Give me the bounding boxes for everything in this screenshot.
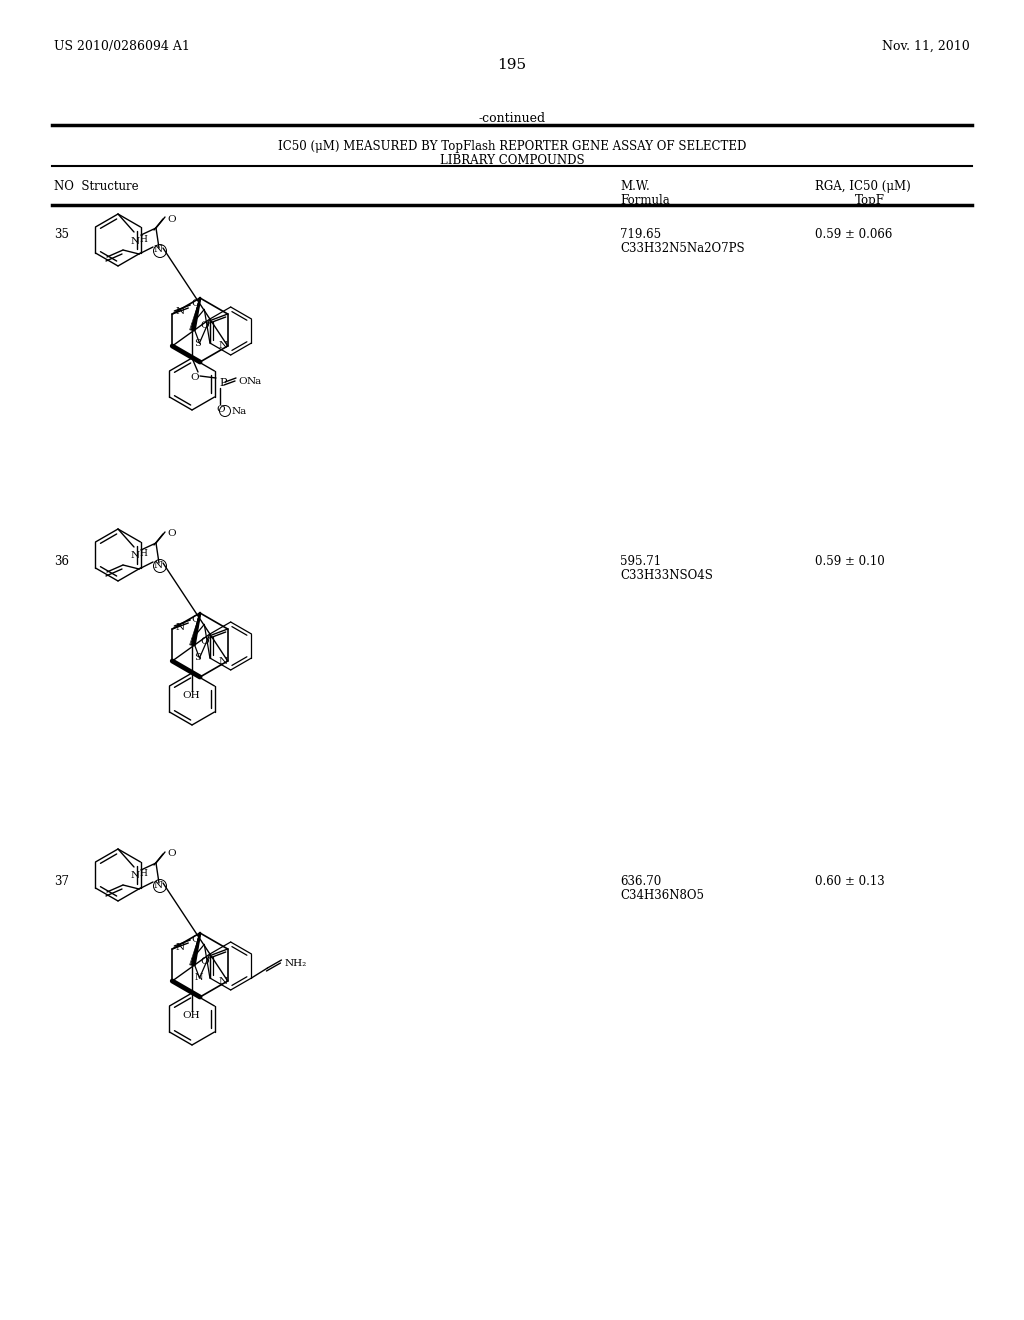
Text: Formula: Formula [620, 194, 670, 207]
Text: N: N [154, 880, 163, 890]
Text: O: O [167, 529, 176, 539]
Text: 37: 37 [54, 875, 69, 888]
Text: Na: Na [232, 408, 247, 417]
Text: O: O [191, 300, 200, 309]
Text: O: O [201, 957, 209, 965]
Text: OH: OH [182, 690, 200, 700]
Text: -continued: -continued [478, 112, 546, 125]
Text: P: P [219, 378, 226, 388]
Text: Nov. 11, 2010: Nov. 11, 2010 [883, 40, 970, 53]
Text: NH₂: NH₂ [285, 958, 307, 968]
Text: S: S [195, 653, 202, 663]
Text: N: N [175, 942, 184, 952]
Text: 636.70: 636.70 [620, 875, 662, 888]
Text: N: N [131, 552, 140, 561]
Text: 36: 36 [54, 554, 69, 568]
Text: O: O [167, 214, 176, 223]
Text: US 2010/0286094 A1: US 2010/0286094 A1 [54, 40, 189, 53]
Text: O: O [201, 322, 209, 330]
Text: O: O [238, 378, 247, 387]
Text: O: O [190, 372, 199, 381]
Text: 35: 35 [54, 228, 69, 242]
Text: N: N [154, 246, 163, 255]
Text: 595.71: 595.71 [620, 554, 662, 568]
Text: LIBRARY COMPOUNDS: LIBRARY COMPOUNDS [439, 154, 585, 168]
Text: C34H36N8O5: C34H36N8O5 [620, 888, 705, 902]
Text: 0.59 ± 0.066: 0.59 ± 0.066 [815, 228, 892, 242]
Text: O: O [167, 850, 176, 858]
Text: N: N [131, 236, 140, 246]
Text: N: N [219, 656, 227, 665]
Text: N: N [154, 561, 163, 569]
Text: N: N [175, 308, 184, 317]
Text: C33H33NSO4S: C33H33NSO4S [620, 569, 713, 582]
Text: IC50 (μM) MEASURED BY TopFlash REPORTER GENE ASSAY OF SELECTED: IC50 (μM) MEASURED BY TopFlash REPORTER … [278, 140, 746, 153]
Text: 0.60 ± 0.13: 0.60 ± 0.13 [815, 875, 885, 888]
Text: O: O [216, 404, 224, 413]
Text: N: N [131, 871, 140, 880]
Text: O: O [201, 636, 209, 645]
Text: M.W.: M.W. [620, 180, 650, 193]
Text: 0.59 ± 0.10: 0.59 ± 0.10 [815, 554, 885, 568]
Text: H: H [139, 870, 146, 879]
Text: N: N [219, 977, 227, 986]
Text: O: O [191, 935, 200, 944]
Text: H: H [139, 235, 146, 243]
Text: TopF: TopF [855, 194, 885, 207]
Text: N: N [195, 974, 203, 982]
Text: O: O [191, 615, 200, 623]
Text: S: S [195, 338, 202, 347]
Text: N: N [175, 623, 184, 631]
Text: H: H [139, 549, 146, 558]
Text: 719.65: 719.65 [620, 228, 662, 242]
Text: NO  Structure: NO Structure [54, 180, 138, 193]
Text: N: N [219, 342, 227, 351]
Text: RGA, IC50 (μM): RGA, IC50 (μM) [815, 180, 910, 193]
Text: 195: 195 [498, 58, 526, 73]
Text: Na: Na [247, 378, 262, 387]
Text: C33H32N5Na2O7PS: C33H32N5Na2O7PS [620, 242, 744, 255]
Text: OH: OH [182, 1011, 200, 1019]
